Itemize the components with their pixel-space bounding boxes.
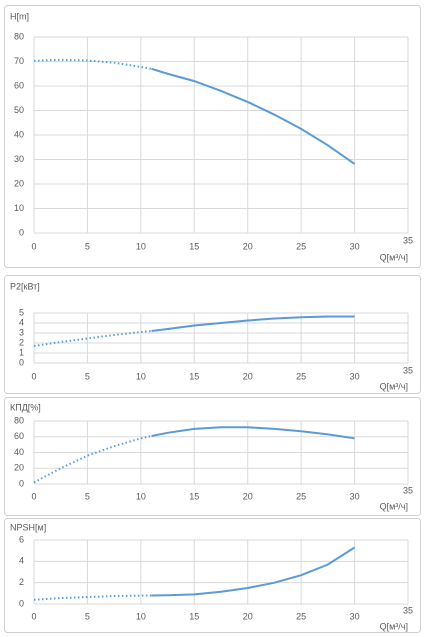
x-axis-title: Q[м³/ч] — [380, 252, 408, 262]
x-tick-label: 10 — [136, 241, 146, 251]
y-tick-label: 3 — [19, 327, 24, 337]
x-tick-label: 25 — [296, 611, 306, 621]
y-tick-label: 50 — [14, 105, 24, 115]
curve — [151, 67, 356, 165]
y-axis-title: NPSH[м] — [10, 522, 46, 532]
x-tick-label: 0 — [31, 241, 36, 251]
x-tick-label: 20 — [243, 241, 253, 251]
x-tick-label: 35 — [403, 235, 413, 245]
y-axis-title: КПД[%] — [10, 402, 41, 412]
x-tick-label: 5 — [85, 611, 90, 621]
x-axis-title: Q[м³/ч] — [380, 501, 408, 511]
y-tick-label: 6 — [19, 534, 24, 544]
y-tick-label: 2 — [19, 337, 24, 347]
panel — [4, 397, 421, 516]
x-tick-label: 30 — [350, 491, 360, 501]
y-tick-label: 0 — [19, 357, 24, 367]
curve — [151, 426, 355, 440]
y-tick-label: 70 — [14, 56, 24, 66]
x-tick-label: 30 — [350, 241, 360, 251]
y-tick-label: 5 — [19, 307, 24, 317]
x-tick-label: 30 — [350, 371, 360, 381]
y-tick-label: 40 — [14, 129, 24, 139]
y-tick-label: 1 — [19, 347, 24, 357]
x-tick-label: 5 — [85, 241, 90, 251]
y-tick-label: 80 — [14, 31, 24, 41]
x-tick-label: 15 — [189, 371, 199, 381]
y-axis-title: H[m] — [10, 11, 29, 21]
y-tick-label: 0 — [19, 598, 24, 608]
x-tick-label: 35 — [403, 365, 413, 375]
x-tick-label: 35 — [403, 485, 413, 495]
y-tick-label: 0 — [19, 227, 24, 237]
x-tick-label: 35 — [403, 605, 413, 615]
x-tick-label: 15 — [189, 241, 199, 251]
x-tick-label: 25 — [296, 491, 306, 501]
y-tick-label: 60 — [14, 431, 24, 441]
y-tick-label: 80 — [14, 415, 24, 425]
x-tick-label: 5 — [85, 371, 90, 381]
y-tick-label: 20 — [14, 463, 24, 473]
x-tick-label: 10 — [136, 611, 146, 621]
curve — [151, 546, 356, 597]
y-tick-label: 4 — [19, 556, 24, 566]
y-tick-label: 2 — [19, 577, 24, 587]
y-axis-title: P2[кВт] — [10, 281, 40, 291]
y-tick-label: 30 — [14, 154, 24, 164]
curve — [33, 58, 152, 70]
x-tick-label: 30 — [350, 611, 360, 621]
x-tick-label: 0 — [31, 491, 36, 501]
y-tick-label: 20 — [14, 178, 24, 188]
y-tick-label: 60 — [14, 80, 24, 90]
y-tick-label: 10 — [14, 203, 24, 213]
x-tick-label: 0 — [31, 371, 36, 381]
x-tick-label: 25 — [296, 371, 306, 381]
x-tick-label: 15 — [189, 611, 199, 621]
y-tick-label: 4 — [19, 317, 24, 327]
curve — [151, 315, 355, 332]
x-tick-label: 20 — [243, 611, 253, 621]
x-tick-label: 5 — [85, 491, 90, 501]
x-tick-label: 10 — [136, 491, 146, 501]
x-tick-label: 20 — [243, 491, 253, 501]
curve — [33, 434, 152, 484]
x-axis-title: Q[м³/ч] — [380, 621, 408, 631]
y-tick-label: 0 — [19, 478, 24, 488]
curve — [33, 594, 152, 601]
panel — [4, 275, 421, 394]
x-tick-label: 10 — [136, 371, 146, 381]
panel — [4, 5, 421, 268]
x-tick-label: 20 — [243, 371, 253, 381]
y-tick-label: 40 — [14, 447, 24, 457]
x-tick-label: 15 — [189, 491, 199, 501]
x-axis-title: Q[м³/ч] — [380, 381, 408, 391]
x-tick-label: 0 — [31, 611, 36, 621]
x-tick-label: 25 — [296, 241, 306, 251]
